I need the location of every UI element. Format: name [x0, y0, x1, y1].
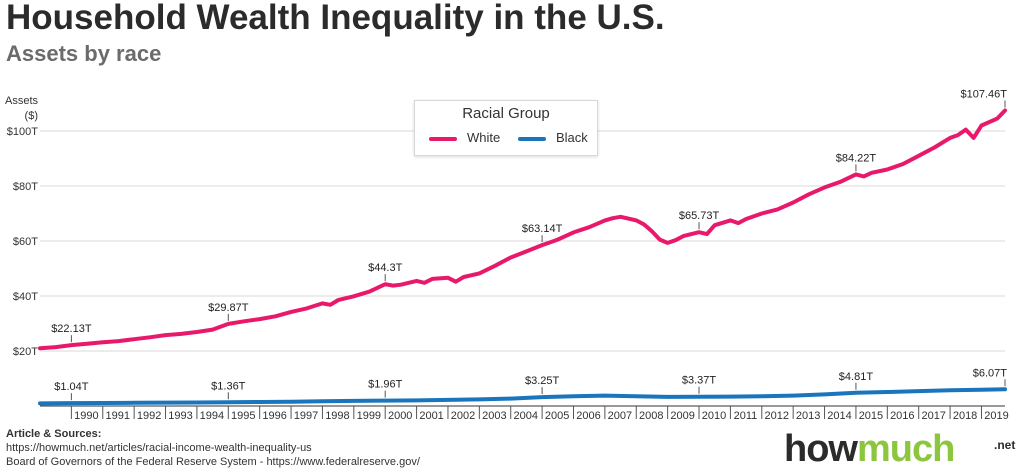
x-tick-label: 1998: [325, 410, 349, 422]
x-tick-label: 2003: [482, 410, 506, 422]
x-tick-label: 1991: [106, 410, 130, 422]
x-tick-label: 1999: [357, 410, 381, 422]
legend-title: Racial Group: [462, 105, 550, 122]
x-tick-label: 2006: [576, 410, 600, 422]
y-axis-title: Assets: [5, 95, 39, 107]
data-label-black: $1.04T: [54, 381, 89, 393]
source-article-link[interactable]: https://howmuch.net/articles/racial-inco…: [6, 442, 312, 454]
x-tick-label: 2009: [670, 410, 694, 422]
legend-swatch-white: [429, 136, 457, 141]
x-tick-label: 2017: [921, 410, 945, 422]
x-tick-label: 2012: [765, 410, 789, 422]
data-label-white: $44.3T: [368, 262, 403, 274]
x-tick-label: 2007: [608, 410, 632, 422]
x-tick-label: 2018: [953, 410, 977, 422]
data-label-black: $6.07T: [973, 367, 1008, 379]
chart-subtitle: Assets by race: [6, 41, 162, 66]
series-line-white: [38, 108, 1007, 351]
x-tick-label: 2019: [984, 410, 1008, 422]
data-label-black: $4.81T: [839, 371, 874, 383]
x-tick-label: 2010: [702, 410, 726, 422]
y-tick-label: $100T: [7, 126, 38, 138]
x-tick-label: 1997: [294, 410, 318, 422]
chart-title: Household Wealth Inequality in the U.S.: [6, 0, 665, 37]
x-tick-label: 1994: [200, 410, 224, 422]
x-tick-label: 2002: [451, 410, 475, 422]
y-tick-label: $20T: [13, 346, 38, 358]
x-tick-label: 2016: [890, 410, 914, 422]
data-label-black: $3.37T: [682, 375, 717, 387]
x-tick-label: 1995: [231, 410, 255, 422]
data-label-white: $84.22T: [836, 152, 877, 164]
y-tick-label: $40T: [13, 291, 38, 303]
data-label-black: $3.25T: [525, 375, 560, 387]
legend-label-white: White: [467, 130, 501, 145]
source-federal-reserve[interactable]: Board of Governors of the Federal Reserv…: [6, 456, 420, 468]
sources-block: Article & Sources: https://howmuch.net/a…: [6, 427, 420, 469]
x-tick-label: 2000: [388, 410, 412, 422]
data-label-white: $63.14T: [522, 223, 563, 235]
x-tick-label: 1992: [137, 410, 161, 422]
y-tick-label: $80T: [13, 181, 38, 193]
x-tick-label: 2008: [639, 410, 663, 422]
x-tick-label: 1990: [74, 410, 98, 422]
x-tick-label: 1996: [262, 410, 286, 422]
data-label-white: $107.46T: [961, 88, 1008, 100]
legend-item-white: White: [429, 130, 500, 145]
data-label-white: $22.13T: [51, 323, 92, 335]
x-tick-label: 2013: [796, 410, 820, 422]
x-tick-label: 2004: [513, 410, 537, 422]
data-label-white: $29.87T: [208, 302, 249, 314]
x-tick-label: 2015: [859, 410, 883, 422]
logo-how: how: [784, 428, 858, 470]
data-label-white: $65.73T: [679, 210, 720, 222]
series-line-black: [38, 387, 1007, 406]
y-tick-label: $60T: [13, 236, 38, 248]
logo-net: .net: [994, 438, 1016, 452]
y-axis-unit: ($): [25, 110, 38, 122]
data-label-black: $1.36T: [211, 380, 246, 392]
legend-swatch-black: [518, 136, 546, 141]
x-tick-label: 2014: [827, 410, 851, 422]
legend-label-black: Black: [556, 130, 588, 145]
x-tick-label: 1993: [168, 410, 192, 422]
x-tick-label: 2001: [419, 410, 443, 422]
legend-item-black: Black: [518, 130, 588, 145]
sources-header: Article & Sources:: [6, 428, 102, 440]
x-tick-label: 2005: [545, 410, 569, 422]
logo-much: much: [856, 428, 955, 470]
chart-legend: Racial Group White Black: [414, 100, 598, 156]
howmuch-logo: howmuch .net: [784, 428, 1015, 472]
data-label-black: $1.96T: [368, 379, 403, 391]
x-tick-label: 2011: [734, 410, 758, 422]
